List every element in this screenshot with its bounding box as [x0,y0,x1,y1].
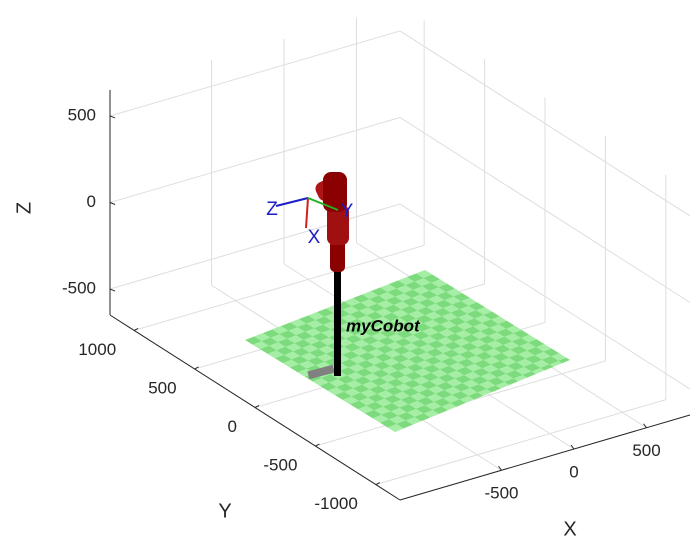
z-tick-label: 500 [68,105,96,124]
frame-axis [306,198,308,228]
frame-label: Y [341,201,354,222]
z-tick [110,116,115,118]
z-axis-title: Z [13,202,35,214]
z-tick-label: 0 [87,192,96,211]
x-axis-title: X [563,518,576,540]
z-tick [110,203,115,205]
annotation: myCobot [346,316,421,335]
frame-axis [276,198,308,206]
y-axis-title: Y [218,500,231,522]
grid-line [110,204,400,289]
robot-pole [334,270,341,376]
x-tick-label: 500 [632,441,660,460]
z-tick-label: -500 [62,279,96,298]
frame-label: Z [266,199,278,220]
y-tick-label: -1000 [314,494,357,513]
y-tick-label: -500 [263,456,297,475]
ground-plane [245,270,570,432]
y-tick-label: 0 [228,417,237,436]
frame-label: X [308,227,321,248]
y-tick-label: 1000 [78,340,116,359]
x-tick-label: -500 [484,484,518,503]
chart: Z Y X myCobot X Y Z -500 0 500 -1000 -500 0 50… [0,0,697,546]
x-tick-label: 0 [569,462,578,481]
y-tick-label: 500 [148,378,176,397]
z-tick [110,289,115,291]
